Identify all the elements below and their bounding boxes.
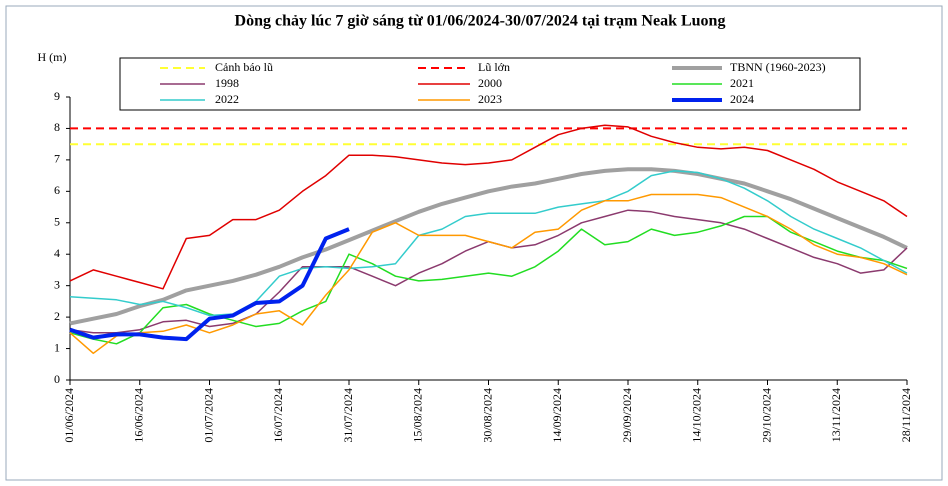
y-tick-label: 8 (54, 120, 60, 134)
legend-label: Cảnh báo lũ (215, 60, 273, 74)
legend-label: 2024 (730, 92, 754, 106)
x-tick-label: 30/08/2024 (480, 388, 494, 443)
x-tick-label: 01/06/2024 (62, 388, 76, 443)
x-tick-label: 29/10/2024 (759, 388, 773, 443)
y-tick-label: 5 (54, 215, 60, 229)
y-tick-label: 2 (54, 309, 60, 323)
y-tick-label: 3 (54, 277, 60, 291)
x-tick-label: 31/07/2024 (341, 388, 355, 443)
x-tick-label: 01/07/2024 (201, 388, 215, 443)
x-tick-label: 16/07/2024 (271, 388, 285, 443)
legend-label: Lũ lớn (478, 60, 510, 74)
x-tick-label: 15/08/2024 (411, 388, 425, 443)
x-tick-label: 14/09/2024 (550, 388, 564, 443)
legend-label: 2021 (730, 76, 754, 90)
legend-label: 2000 (478, 76, 502, 90)
y-tick-label: 1 (54, 340, 60, 354)
x-tick-label: 14/10/2024 (690, 388, 704, 443)
x-tick-label: 28/11/2024 (899, 388, 913, 442)
legend-label: 2022 (215, 92, 239, 106)
y-tick-label: 0 (54, 372, 60, 386)
y-tick-label: 6 (54, 183, 60, 197)
series-line (69, 124, 908, 290)
legend-box (119, 57, 861, 111)
legend-label: TBNN (1960-2023) (730, 60, 826, 74)
y-tick-label: 9 (54, 89, 60, 103)
series-line (69, 227, 350, 342)
chart-title: Dòng chảy lúc 7 giờ sáng từ 01/06/2024-3… (235, 13, 726, 30)
series-line (69, 170, 908, 317)
legend-label: 2023 (478, 92, 502, 106)
x-tick-label: 29/09/2024 (620, 388, 634, 443)
y-axis-label: H (m) (38, 50, 67, 64)
y-tick-label: 4 (54, 246, 60, 260)
x-tick-label: 13/11/2024 (829, 388, 843, 442)
y-tick-label: 7 (54, 152, 60, 166)
x-tick-label: 16/06/2024 (132, 388, 146, 443)
series-line (69, 167, 908, 326)
legend-label: 1998 (215, 76, 239, 90)
series-line (69, 193, 908, 355)
